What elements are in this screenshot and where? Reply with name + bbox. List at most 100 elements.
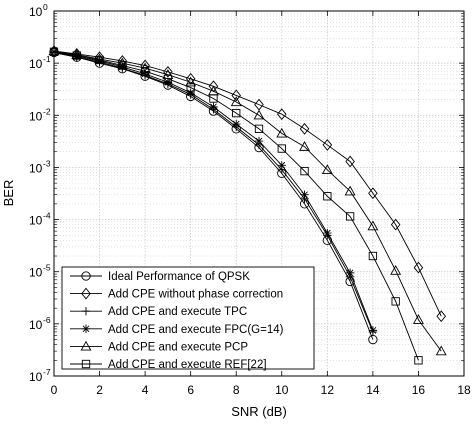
legend-label: Add CPE and execute REF[22] bbox=[108, 359, 267, 371]
x-tick-label: 18 bbox=[457, 383, 471, 397]
data-point-square bbox=[414, 356, 423, 365]
data-point-asterisk bbox=[254, 136, 264, 146]
y-tick-exponent: -1 bbox=[43, 54, 51, 64]
data-point-triangle bbox=[367, 220, 379, 231]
data-point-diamond bbox=[276, 108, 287, 121]
y-tick-exponent: -4 bbox=[43, 211, 51, 221]
y-tick-label: 10 -1 bbox=[29, 54, 51, 71]
data-point-square bbox=[95, 55, 104, 65]
y-tick-exponent: -3 bbox=[43, 158, 51, 168]
data-point-diamond bbox=[413, 261, 424, 274]
data-point-square bbox=[254, 124, 264, 133]
legend-label: Add CPE without phase correction bbox=[108, 289, 283, 301]
y-tick-label: 10 0 bbox=[29, 2, 48, 19]
data-point-triangle bbox=[412, 314, 424, 324]
x-tick-label: 6 bbox=[187, 383, 194, 397]
legend-label: Ideal Performance of QPSK bbox=[108, 271, 250, 283]
x-tick-label: 14 bbox=[366, 383, 380, 397]
series-line bbox=[53, 51, 419, 361]
data-point-triangle bbox=[116, 57, 128, 68]
legend: Ideal Performance of QPSK Add CPE without… bbox=[61, 266, 315, 371]
data-point-triangle bbox=[276, 127, 288, 138]
data-point-asterisk bbox=[209, 102, 218, 112]
x-tick-label: 2 bbox=[96, 383, 103, 397]
data-point-diamond bbox=[322, 139, 333, 151]
legend-marker-diamond bbox=[81, 287, 91, 300]
data-point-triangle bbox=[390, 264, 402, 275]
data-point-square bbox=[209, 94, 218, 103]
series-5 bbox=[49, 47, 423, 365]
data-point-square bbox=[118, 61, 127, 70]
y-tick-base: 10 bbox=[29, 266, 43, 280]
data-point-square bbox=[345, 212, 355, 221]
x-tick-label: 0 bbox=[51, 383, 58, 397]
y-tick-exponent: 0 bbox=[43, 2, 48, 12]
plot-frame bbox=[53, 10, 465, 377]
x-tick-label: 10 bbox=[275, 383, 289, 397]
data-point-triangle bbox=[253, 109, 265, 120]
y-tick-label: 10 -7 bbox=[29, 367, 51, 384]
data-point-asterisk bbox=[368, 326, 378, 335]
y-tick-label: 10 -2 bbox=[29, 106, 51, 123]
data-point-diamond bbox=[299, 122, 310, 135]
y-tick-label: 10 -4 bbox=[29, 211, 51, 228]
data-point-square bbox=[232, 108, 241, 118]
y-tick-label: 10 -6 bbox=[29, 315, 51, 332]
legend-label: Add CPE and execute TPC bbox=[108, 306, 247, 318]
legend-item: Add CPE and execute FPC(G=14) bbox=[70, 324, 284, 336]
data-point-triangle bbox=[230, 96, 242, 107]
x-tick-label: 12 bbox=[321, 383, 335, 397]
data-point-diamond bbox=[436, 310, 447, 323]
x-tick-label: 4 bbox=[142, 383, 149, 397]
legend-label: Add CPE and execute PCP bbox=[108, 341, 248, 353]
legend-marker-asterisk bbox=[81, 324, 91, 333]
y-tick-base: 10 bbox=[29, 57, 43, 71]
legend-item: Add CPE without phase correction bbox=[70, 287, 283, 301]
data-point-triangle bbox=[94, 53, 106, 64]
data-point-square bbox=[277, 144, 286, 153]
y-tick-base: 10 bbox=[29, 318, 43, 332]
data-point-square bbox=[391, 297, 400, 306]
y-axis-label: BER bbox=[1, 180, 16, 207]
data-point-asterisk bbox=[323, 228, 332, 238]
y-tick-base: 10 bbox=[29, 5, 43, 19]
y-tick-label: 10 -5 bbox=[29, 263, 51, 280]
series-layer bbox=[48, 45, 447, 365]
data-point-square bbox=[72, 51, 81, 60]
data-point-asterisk bbox=[345, 268, 355, 278]
data-point-asterisk bbox=[277, 161, 286, 170]
data-point-asterisk bbox=[300, 190, 309, 199]
data-point-diamond bbox=[231, 89, 242, 102]
legend-item: Add CPE and execute REF[22] bbox=[70, 359, 267, 371]
data-point-asterisk bbox=[95, 56, 104, 66]
y-tick-base: 10 bbox=[29, 109, 43, 123]
data-point-square bbox=[163, 74, 173, 83]
data-point-diamond bbox=[345, 155, 355, 168]
x-tick-labels: 0 2 4 6 8 10 12 14 16 18 bbox=[51, 383, 471, 397]
data-point-square bbox=[368, 251, 378, 261]
data-point-diamond bbox=[368, 187, 378, 200]
legend-marker-square bbox=[81, 359, 91, 369]
data-point-asterisk bbox=[140, 69, 150, 79]
data-point-asterisk bbox=[232, 119, 241, 129]
y-tick-exponent: -7 bbox=[43, 367, 51, 377]
y-tick-label: 10 -3 bbox=[29, 158, 51, 175]
legend-marker-triangle bbox=[80, 340, 92, 351]
y-tick-base: 10 bbox=[29, 370, 43, 384]
y-tick-base: 10 bbox=[29, 161, 43, 175]
legend-item: Ideal Performance of QPSK bbox=[70, 271, 250, 283]
x-axis-label: SNR (dB) bbox=[231, 404, 287, 419]
legend-marker-plus bbox=[81, 307, 91, 316]
y-tick-exponent: -6 bbox=[43, 315, 51, 325]
data-point-triangle bbox=[344, 185, 356, 196]
data-point-square bbox=[140, 67, 150, 76]
y-tick-exponent: -2 bbox=[43, 106, 51, 116]
data-point-triangle bbox=[71, 49, 83, 59]
series-1 bbox=[49, 45, 447, 323]
data-point-square bbox=[186, 83, 195, 92]
axis-ticks bbox=[53, 10, 465, 377]
data-point-triangle bbox=[321, 164, 333, 174]
data-point-square bbox=[300, 166, 309, 176]
